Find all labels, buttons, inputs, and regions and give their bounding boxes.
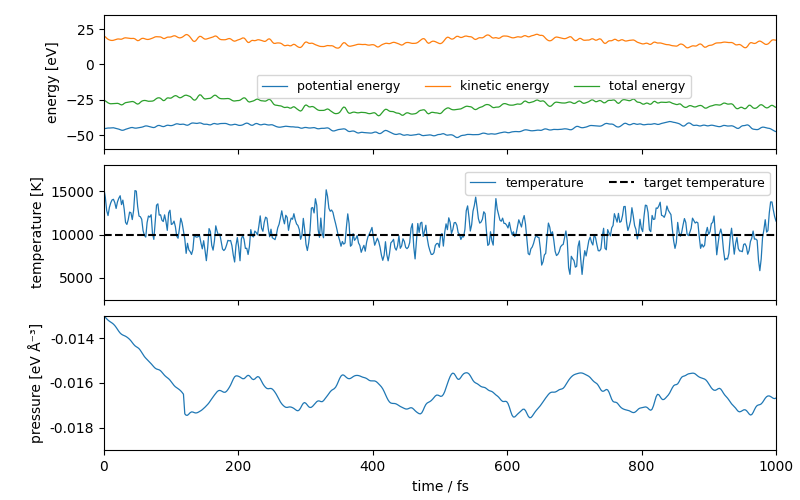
total energy — [758, 102, 767, 108]
potential energy — [501, 129, 510, 135]
total energy — [653, 100, 662, 106]
kinetic energy — [99, 33, 109, 39]
potential energy — [418, 132, 428, 138]
potential energy — [422, 132, 432, 138]
kinetic energy — [464, 34, 474, 40]
Y-axis label: temperature [K]: temperature [K] — [31, 176, 45, 288]
temperature — [578, 272, 587, 278]
Line: total energy: total energy — [104, 95, 776, 116]
kinetic energy — [758, 40, 767, 46]
potential energy — [651, 121, 661, 127]
total energy — [425, 110, 434, 116]
target temperature — [100, 232, 110, 237]
Y-axis label: energy [eV]: energy [eV] — [46, 42, 59, 123]
temperature — [422, 235, 432, 241]
total energy — [195, 92, 205, 98]
total energy — [421, 108, 430, 114]
potential energy — [99, 126, 109, 132]
potential energy — [771, 128, 781, 134]
total energy — [771, 104, 781, 110]
total energy — [466, 104, 475, 110]
kinetic energy — [334, 45, 343, 51]
temperature — [418, 234, 428, 239]
temperature — [651, 205, 661, 211]
kinetic energy — [531, 32, 541, 38]
Line: temperature: temperature — [104, 189, 776, 274]
kinetic energy — [501, 33, 510, 39]
Line: kinetic energy: kinetic energy — [104, 34, 776, 48]
temperature — [463, 203, 473, 209]
kinetic energy — [771, 37, 781, 43]
temperature — [499, 220, 509, 226]
total energy — [374, 113, 383, 119]
temperature — [99, 186, 109, 192]
X-axis label: time / fs: time / fs — [411, 480, 469, 494]
potential energy — [758, 124, 767, 130]
kinetic energy — [420, 36, 430, 42]
Line: potential energy: potential energy — [104, 122, 776, 138]
kinetic energy — [424, 40, 434, 46]
Y-axis label: pressure [eV Å⁻³]: pressure [eV Å⁻³] — [28, 323, 44, 443]
Legend: potential energy, kinetic energy, total energy: potential energy, kinetic energy, total … — [257, 75, 690, 98]
kinetic energy — [653, 40, 662, 46]
potential energy — [464, 132, 474, 138]
potential energy — [452, 134, 462, 140]
total energy — [502, 101, 511, 107]
target temperature — [99, 232, 109, 237]
Legend: temperature, target temperature: temperature, target temperature — [466, 172, 770, 194]
total energy — [99, 98, 109, 103]
temperature — [756, 256, 766, 262]
potential energy — [665, 118, 674, 124]
temperature — [771, 218, 781, 224]
